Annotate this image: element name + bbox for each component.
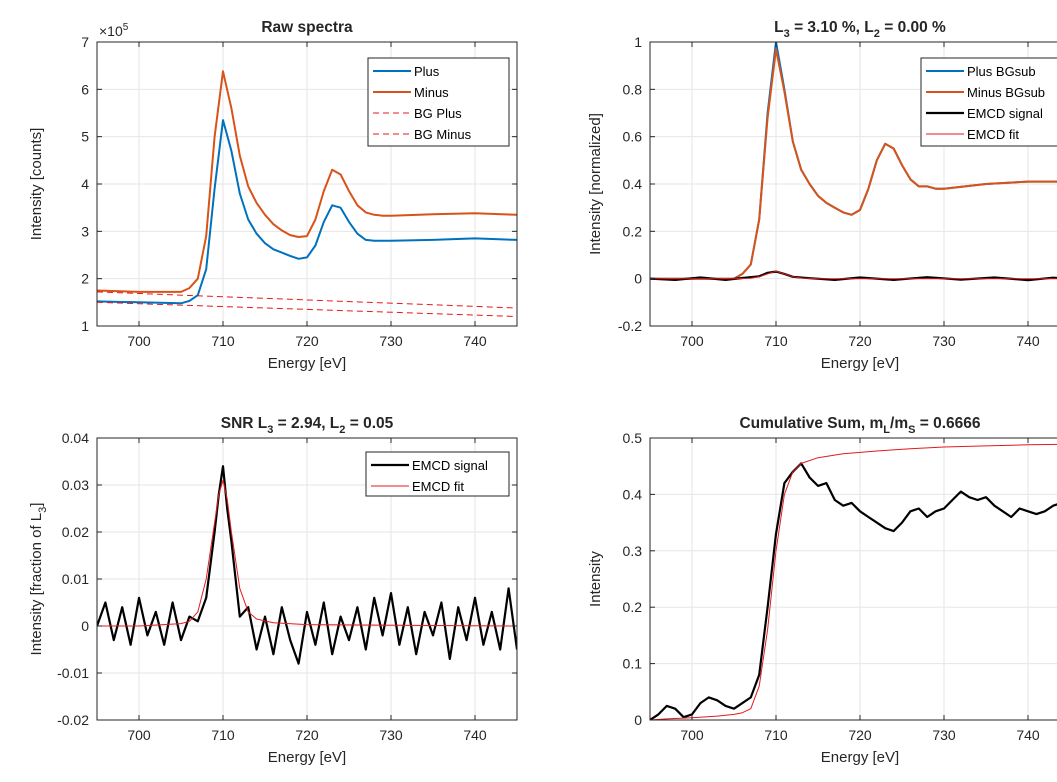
legend-label: EMCD signal [412,458,488,473]
series-line-plus [97,119,517,305]
x-tick-label: 730 [932,727,956,743]
x-tick-label: 700 [127,727,151,743]
y-tick-label: 0 [634,271,642,287]
legend-label: EMCD fit [967,127,1019,142]
x-tick-label: 730 [379,333,403,349]
x-tick-label: 730 [379,727,403,743]
x-tick-label: 740 [1016,333,1040,349]
series-line-minus-bgsub [650,48,1057,280]
series-line-bg-minus [97,291,517,309]
y-tick-label: 0.01 [62,571,89,587]
subplot-3: 700 710 720 730 740 -0.02 -0.01 0 0.01 0.02 0.03 0.… [28,415,518,766]
legend-box [365,451,510,497]
x-tick-label: 740 [463,333,487,349]
legend-label: Minus [414,85,449,100]
series-line-unnamed [650,462,1057,720]
x-tick-label: 720 [295,333,319,349]
legend: Plus BGsub Minus BGsub EMCD signal EMCD fit [920,57,1057,147]
series-line-minus [97,70,517,293]
legend-label: Minus BGsub [967,85,1045,100]
y-exponent-label: ×105 [99,22,129,39]
x-tick-label: 720 [295,727,319,743]
series-group [97,70,517,317]
y-axis-label: Intensity [normalized] [587,113,604,255]
y-tick-label: 0.2 [623,223,643,239]
series-line-unnamed [650,443,1057,720]
legend-box [920,57,1057,147]
subplot-title: SNR L3 = 2.94, L2 = 0.05 [221,415,394,436]
y-tick-label: 5 [81,129,89,145]
series-group [650,443,1057,720]
y-tick-label: 0.04 [62,430,89,446]
series-line-bg-plus [97,301,517,317]
series-line-emcd-fit [650,270,1057,280]
legend-label: EMCD signal [967,106,1043,121]
x-axis-label: Energy [eV] [268,355,346,372]
y-tick-label: 0 [81,618,89,634]
y-tick-label: 4 [81,176,89,192]
y-axis-label: Intensity [fraction of L3] [28,503,49,656]
series-group [650,42,1057,282]
subplot-4: 700 710 720 730 740 0 0.1 0.2 0.3 0.4 0.5 Cumulativ… [587,415,1057,766]
legend-label: Plus [414,64,440,79]
y-tick-label: 0.4 [623,486,643,502]
y-tick-label: -0.02 [57,712,89,728]
x-tick-label: 710 [211,333,235,349]
legend-label: BG Plus [414,106,462,121]
legend-label: Plus BGsub [967,64,1036,79]
legend-box [367,57,510,147]
y-tick-label: 0.02 [62,524,89,540]
y-tick-label: 1 [634,34,642,50]
x-axis-label: Energy [eV] [821,355,899,372]
legend-label: BG Minus [414,127,472,142]
series-line-emcd-fit [97,479,517,627]
y-tick-label: 6 [81,81,89,97]
y-tick-label: 0.6 [623,129,643,145]
x-axis-label: Energy [eV] [268,749,346,766]
x-tick-label: 700 [127,333,151,349]
subplot-2: 700 710 720 730 740 -0.2 0 0.2 0.4 0.6 0.8 1 L3 = 3.… [587,19,1057,372]
legend: EMCD signal EMCD fit [365,451,510,497]
y-tick-label: 0.03 [62,477,89,493]
x-tick-label: 700 [680,333,704,349]
x-tick-label: 700 [680,727,704,743]
y-tick-label: 7 [81,34,89,50]
x-axis-label: Energy [eV] [821,749,899,766]
y-tick-label: 0.4 [623,176,643,192]
y-tick-label: 0.2 [623,599,643,615]
x-tick-label: 720 [848,333,872,349]
y-tick-label: 3 [81,223,89,239]
y-axis-label: Intensity [587,551,604,607]
y-tick-label: 1 [81,318,89,334]
subplot-1: 700 710 720 730 740 1 2 3 4 5 6 7 ×105 Raw spectra Ene… [28,19,518,372]
x-tick-label: 710 [764,727,788,743]
y-tick-label: 0.5 [623,430,643,446]
plot-area [650,438,1057,720]
subplot-title: L3 = 3.10 %, L2 = 0.00 % [774,19,946,40]
series-group [97,465,517,665]
y-tick-label: 0.1 [623,656,643,672]
y-tick-label: -0.2 [618,318,642,334]
x-tick-label: 740 [1016,727,1040,743]
x-tick-label: 720 [848,727,872,743]
x-tick-label: 710 [764,333,788,349]
y-tick-label: -0.01 [57,665,89,681]
y-tick-label: 0.3 [623,543,643,559]
subplot-title: Cumulative Sum, mL/mS = 0.6666 [739,415,980,436]
y-tick-label: 2 [81,271,89,287]
legend-label: EMCD fit [412,479,464,494]
y-tick-label: 0 [634,712,642,728]
series-line-emcd-signal [97,465,517,665]
y-axis-label: Intensity [counts] [28,128,45,241]
x-tick-label: 710 [211,727,235,743]
x-tick-label: 740 [463,727,487,743]
subplot-title: Raw spectra [261,19,353,36]
legend: Plus Minus BG Plus BG Minus [367,57,510,147]
y-tick-label: 0.8 [623,81,643,97]
x-tick-label: 730 [932,333,956,349]
